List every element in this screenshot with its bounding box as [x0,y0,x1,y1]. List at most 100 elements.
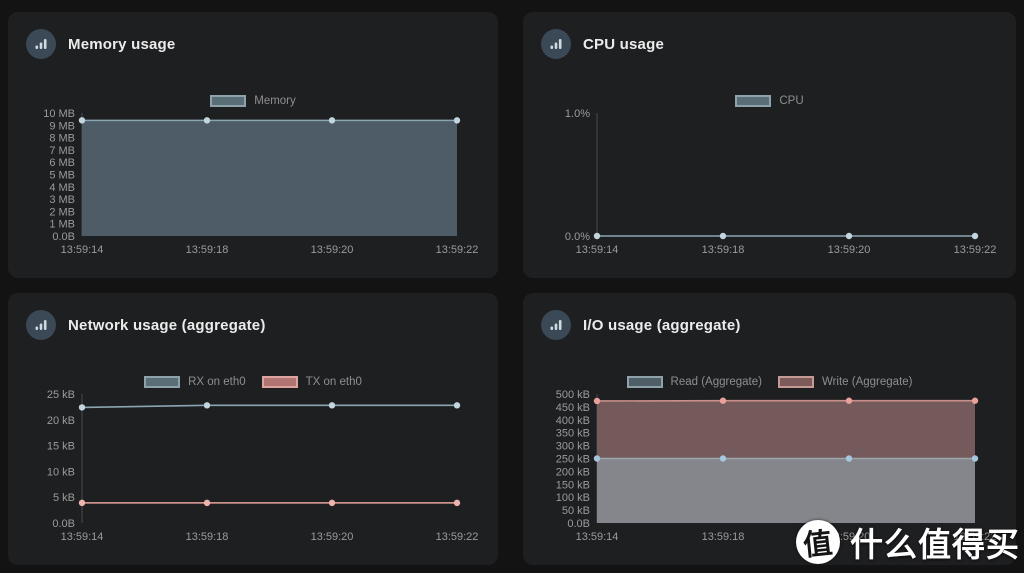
svg-text:8 MB: 8 MB [49,133,75,145]
legend-item-memory[interactable]: Memory [210,95,296,107]
svg-text:10 kB: 10 kB [47,466,75,478]
svg-text:13:59:18: 13:59:18 [186,531,229,543]
memory-usage-chart: 10 MB9 MB8 MB7 MB6 MB5 MB4 MB3 MB2 MB1 M… [43,108,479,256]
series-point [593,397,601,405]
series-point [78,499,86,507]
panel-header: Network usage (aggregate) [26,310,266,340]
series-fill [82,120,457,236]
svg-text:9 MB: 9 MB [49,120,75,132]
svg-text:150 kB: 150 kB [556,479,590,491]
svg-text:5 MB: 5 MB [49,170,75,182]
legend-label: CPU [779,95,804,107]
svg-text:200 kB: 200 kB [556,466,590,478]
svg-text:0.0B: 0.0B [52,518,75,530]
svg-text:13:59:14: 13:59:14 [61,244,104,256]
series-point [78,404,86,411]
series-point [593,232,601,240]
svg-text:400 kB: 400 kB [556,415,590,427]
legend-item-rx-on-eth0[interactable]: RX on eth0 [144,376,246,388]
panel-title: Network usage (aggregate) [68,316,266,334]
legend-label: Memory [254,95,296,107]
panel-title: I/O usage (aggregate) [583,316,741,334]
svg-text:13:59:18: 13:59:18 [702,531,745,543]
series-point [845,397,853,404]
svg-text:350 kB: 350 kB [556,428,590,440]
series-point [845,232,853,240]
legend-swatch [144,376,181,388]
legend-swatch [261,376,298,388]
chart-legend: CPU [523,92,1016,110]
svg-text:7 MB: 7 MB [49,145,75,157]
cpu-usage-panel: CPU usage CPU 1.0% 0.0% 13:59:14 13:59:18 13… [523,12,1016,278]
legend-label: TX on eth0 [305,376,362,388]
bar-chart-icon [541,29,571,59]
svg-text:15 kB: 15 kB [47,441,75,453]
legend-item-read-aggregate-[interactable]: Read (Aggregate) [626,376,762,388]
legend-item-cpu[interactable]: CPU [735,95,804,107]
svg-text:50 kB: 50 kB [562,505,590,517]
svg-text:6 MB: 6 MB [49,157,75,169]
svg-text:4 MB: 4 MB [49,182,75,194]
legend-swatch [777,376,814,388]
svg-text:1.0%: 1.0% [565,108,590,120]
series-point [78,117,86,124]
series-fill [597,458,975,523]
chart-legend: RX on eth0 TX on eth0 [8,373,498,391]
svg-text:3 MB: 3 MB [49,194,75,206]
series-point [453,499,461,507]
legend-label: RX on eth0 [188,376,246,388]
series-point [719,397,727,404]
svg-text:450 kB: 450 kB [556,402,590,414]
legend-item-tx-on-eth0[interactable]: TX on eth0 [261,376,362,388]
svg-text:13:59:14: 13:59:14 [61,531,104,543]
panel-header: CPU usage [541,29,664,59]
svg-text:500 kB: 500 kB [556,389,590,401]
x-axis-ticks: 13:59:14 13:59:18 13:59:20 13:59:22 [576,244,997,256]
series-point [971,232,979,240]
smzdm-watermark-text: 什么值得买 [850,526,1020,563]
series-point [453,117,461,124]
series-point [719,232,727,240]
svg-text:100 kB: 100 kB [556,492,590,504]
legend-swatch [626,376,663,388]
svg-text:2 MB: 2 MB [49,206,75,218]
bar-chart-icon [26,310,56,340]
series-point [971,455,979,462]
svg-text:300 kB: 300 kB [556,441,590,453]
svg-text:25 kB: 25 kB [47,389,75,401]
y-axis-ticks: 25 kB 20 kB 15 kB 10 kB 5 kB 0.0B [47,389,75,530]
legend-item-write-aggregate-[interactable]: Write (Aggregate) [777,376,912,388]
series-point [328,402,336,409]
legend-swatch [210,95,247,107]
svg-text:1 MB: 1 MB [49,219,75,231]
panel-title: Memory usage [68,35,176,53]
cpu-usage-chart: 1.0% 0.0%13:59:14 13:59:18 13:59:20 13:59:22 [565,108,997,256]
svg-text:5 kB: 5 kB [53,492,75,504]
y-axis-ticks: 1.0% 0.0% [565,108,590,243]
svg-text:13:59:22: 13:59:22 [954,244,997,256]
svg-text:250 kB: 250 kB [556,454,590,466]
svg-text:10 MB: 10 MB [43,108,75,120]
smzdm-watermark: 值 什么值得买 [796,518,1020,566]
network-usage-panel: Network usage (aggregate) RX on eth0 TX o… [8,293,498,565]
bar-chart-icon [541,310,571,340]
series-point [203,499,211,507]
io-usage-panel: I/O usage (aggregate) Read (Aggregate) Wr… [523,293,1016,565]
smzdm-logo-badge: 值 [796,520,840,564]
series-point [453,402,461,409]
svg-text:20 kB: 20 kB [47,415,75,427]
series-point [328,117,336,124]
legend-label: Read (Aggregate) [670,376,762,388]
x-axis-ticks: 13:59:14 13:59:18 13:59:20 13:59:22 [61,244,479,256]
svg-text:13:59:20: 13:59:20 [311,244,354,256]
series-point [719,455,727,462]
svg-text:13:59:14: 13:59:14 [576,244,619,256]
svg-text:13:59:14: 13:59:14 [576,531,619,543]
svg-text:13:59:22: 13:59:22 [954,531,997,543]
bar-chart-icon [26,29,56,59]
svg-text:0.0%: 0.0% [565,231,590,243]
series-point [845,455,853,462]
x-axis-ticks: 13:59:14 13:59:18 13:59:20 13:59:22 [61,531,479,543]
